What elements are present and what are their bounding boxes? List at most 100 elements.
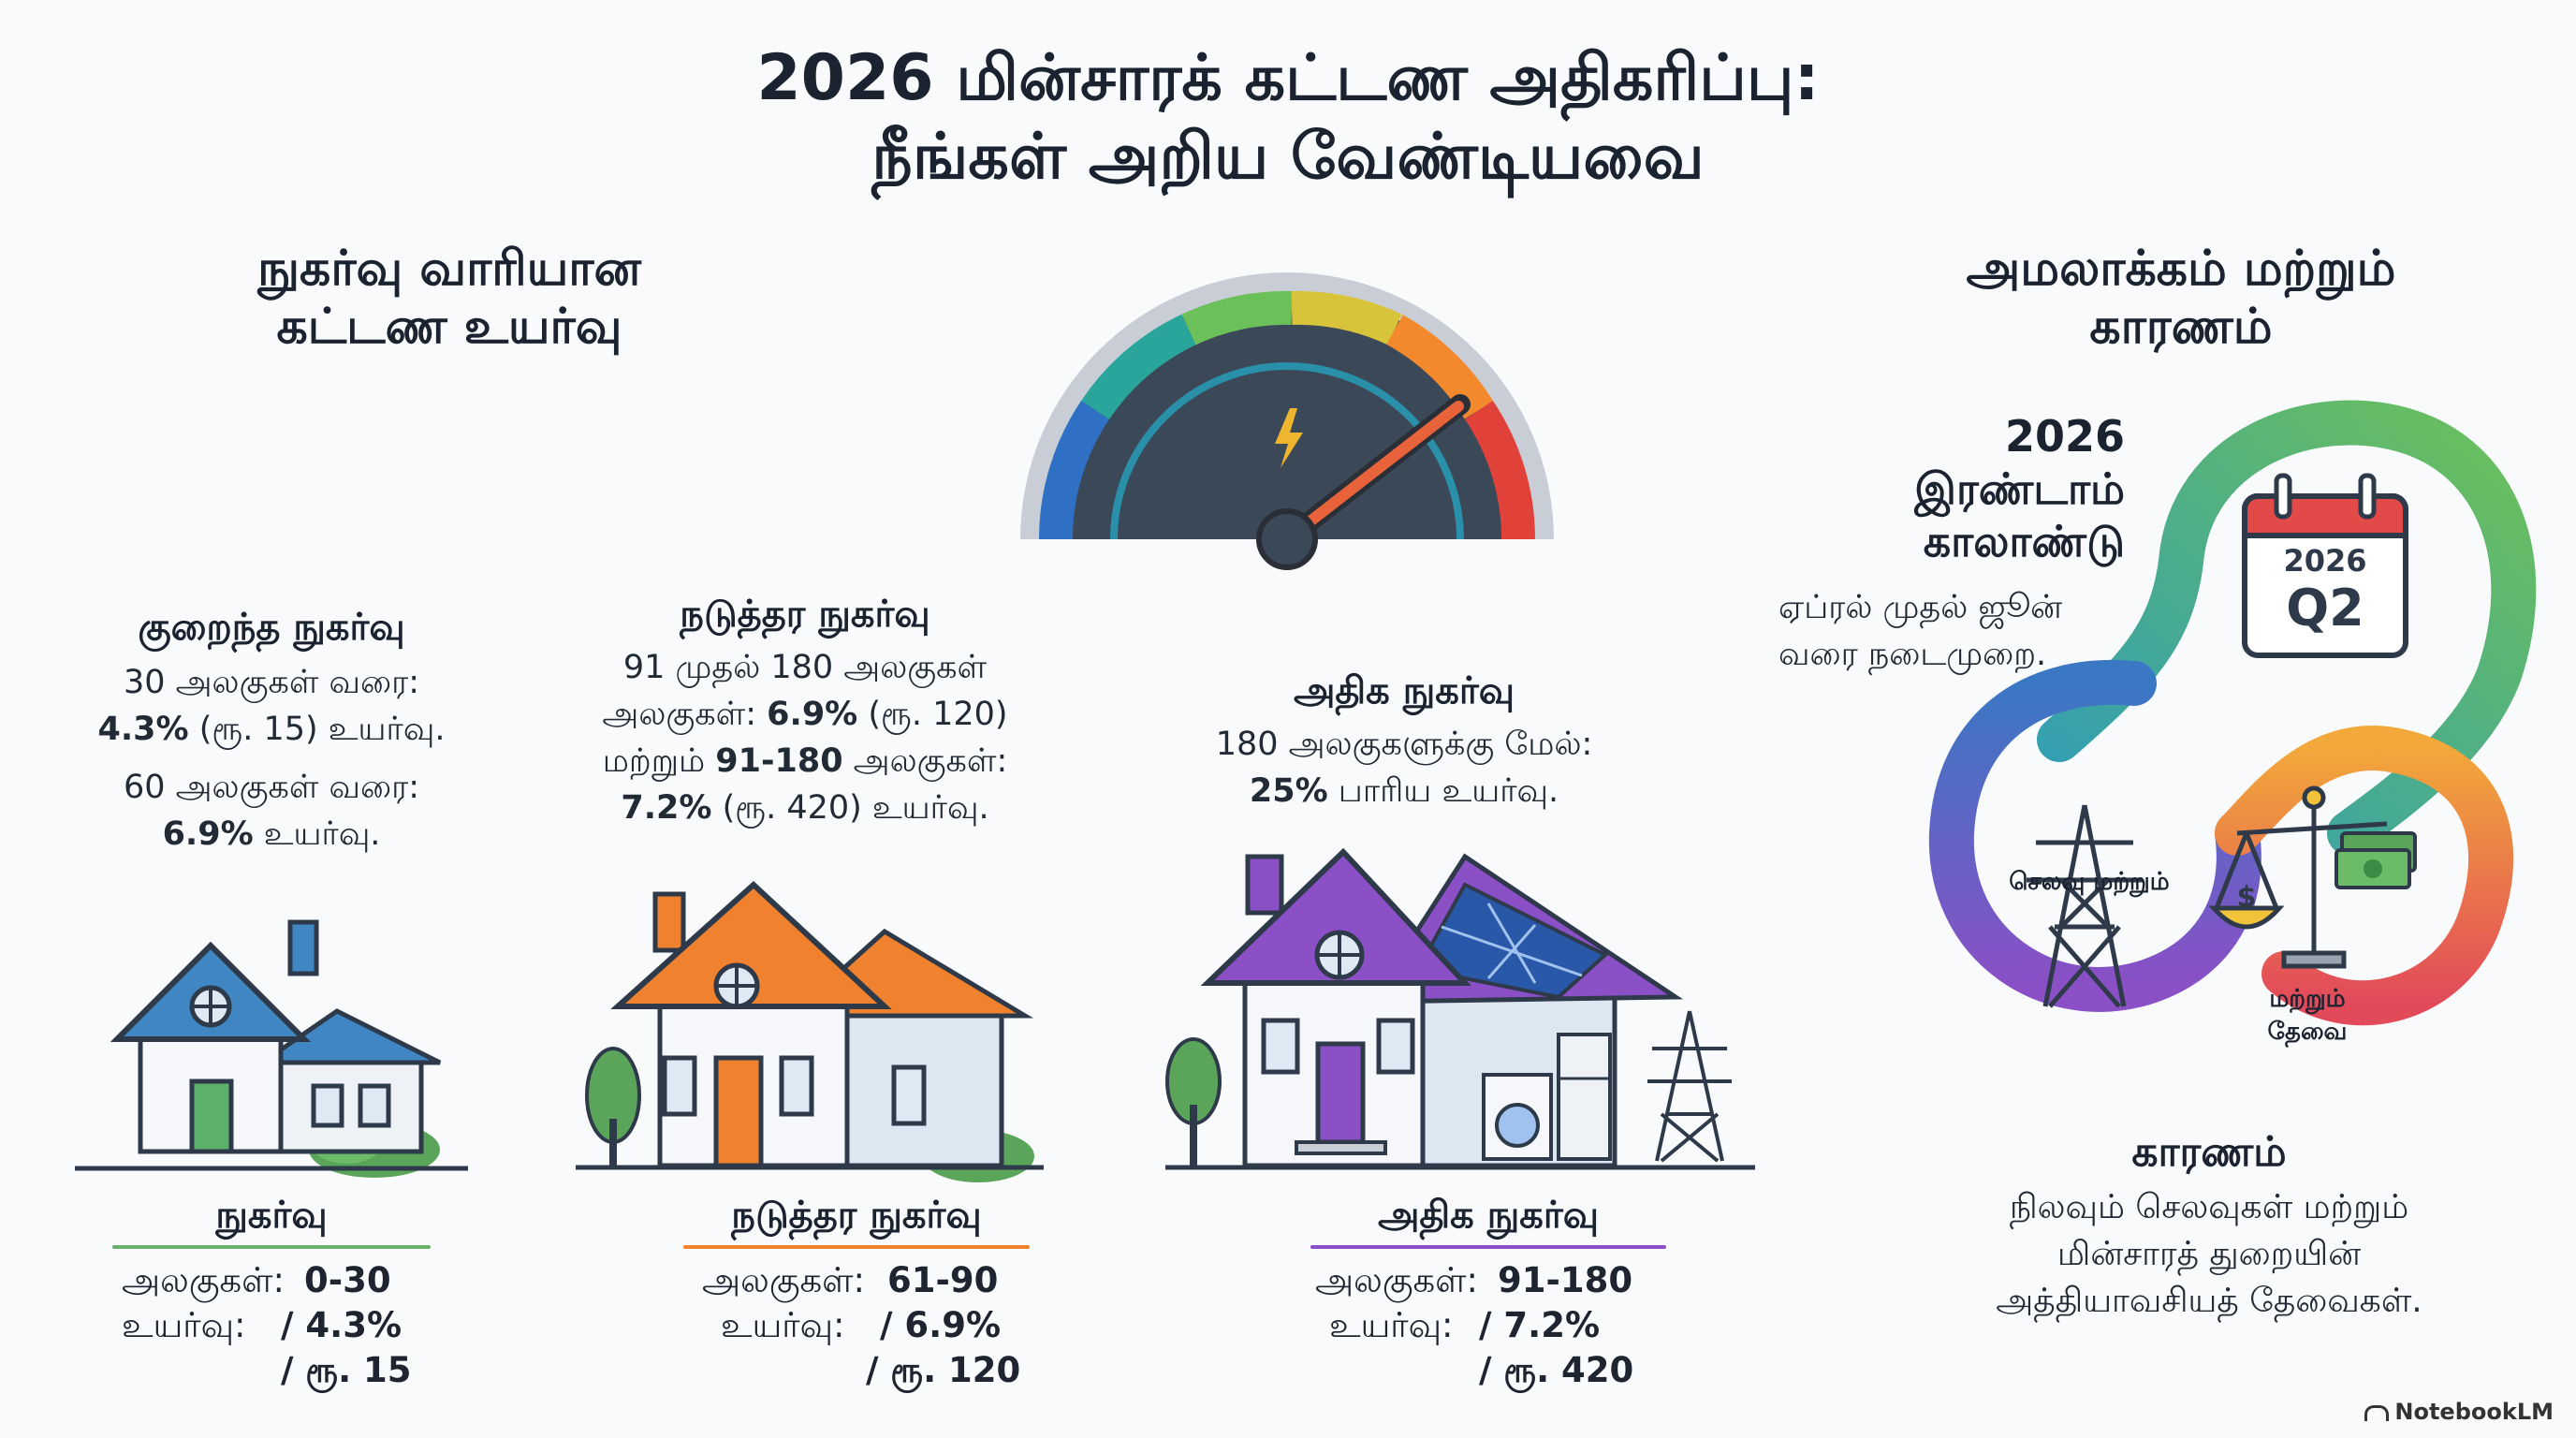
mid-line-2: அலகுகள்: 6.9% (ரூ. 120) — [552, 691, 1058, 738]
pylon-icon — [1647, 1010, 1732, 1163]
mid-consumption-card: நடுத்தர நுகர்வு அலகுகள்: 61-90 உயர்வு: /… — [683, 1191, 1030, 1393]
mid-card-title: நடுத்தர நுகர்வு — [731, 1194, 982, 1237]
mid-card-underline — [683, 1245, 1030, 1249]
money-icon — [2334, 831, 2417, 889]
timeline-desc: ஏப்ரல் முதல் ஜூன் வரை நடைமுறை. — [1778, 584, 2172, 678]
mid-consumption-info: நடுத்தர நுகர்வு 91 முதல் 180 அலகுகள் அலக… — [552, 590, 1058, 831]
rise-label: உயர்வு: — [122, 1305, 246, 1345]
calendar-year: 2026 — [2283, 543, 2366, 579]
rise-rs: / ரூ. 420 — [1479, 1350, 1634, 1390]
units-value: 91-180 — [1498, 1260, 1633, 1300]
rise-label: உயர்வு: — [721, 1305, 845, 1345]
rise-pct: / 6.9% — [880, 1305, 1002, 1345]
low-line-3: 60 அலகுகள் வரை: — [123, 769, 420, 806]
low-line-4: 6.9% உயர்வு. — [37, 811, 505, 858]
high-consumption-info: அதிக நுகர்வு 180 அலகுகளுக்கு மேல்: 25% ப… — [1151, 667, 1657, 814]
high-consumption-card: அதிக நுகர்வு அலகுகள்: 91-180 உயர்வு: / 7… — [1310, 1191, 1666, 1393]
notebooklm-label: NotebookLM — [2394, 1399, 2554, 1425]
low-card-units: அலகுகள்: 0-30 — [112, 1258, 431, 1303]
house-icon — [576, 880, 1044, 1182]
right-heading-line-1: அமலாக்கம் மற்றும் — [1966, 241, 2396, 297]
gauge-icon — [1020, 272, 1554, 570]
mid-line-1: 91 முதல் 180 அலகுகள் — [622, 649, 988, 686]
low-line-4-rest: உயர்வு. — [253, 815, 381, 853]
lightning-icon — [1275, 408, 1303, 468]
mid-line-4a: 7.2% — [621, 789, 712, 827]
high-card-rise: உயர்வு: / 7.2% — [1310, 1303, 1666, 1348]
high-line-1: 180 அலகுகளுக்கு மேல்: — [1215, 726, 1593, 763]
low-card-rs: / ரூ. 15 — [112, 1348, 431, 1393]
units-label: அலகுகள்: — [702, 1260, 866, 1300]
page-title: 2026 மின்சாரக் கட்டண அதிகரிப்பு: நீங்கள்… — [0, 39, 2576, 197]
cost-label: செலவு மற்றும் — [2009, 868, 2169, 898]
need-label-1: மற்றும் — [2269, 985, 2345, 1015]
rise-pct: / 4.3% — [281, 1305, 402, 1345]
need-label-2: தேவை — [2268, 1018, 2348, 1048]
left-heading-line-2: கட்டண உயர்வு — [276, 299, 622, 355]
house-icon — [75, 919, 468, 1178]
units-value: 61-90 — [887, 1260, 999, 1300]
notebooklm-logo-icon — [2364, 1404, 2390, 1421]
reason-line-3: அத்தியாவசியத் தேவைகள். — [1996, 1282, 2422, 1320]
units-value: 0-30 — [304, 1260, 391, 1300]
tree-icon — [1165, 1037, 1222, 1166]
timeline-year: 2026 — [2004, 411, 2125, 462]
house-icon — [1165, 847, 1755, 1170]
high-card-units: அலகுகள்: 91-180 — [1310, 1258, 1666, 1303]
rise-label: உயர்வு: — [1329, 1305, 1454, 1345]
rise-rs: / ரூ. 15 — [281, 1350, 412, 1390]
reason-line-1: நிலவும் செலவுகள் மற்றும் — [2009, 1188, 2409, 1226]
dollar-icon: $ — [2237, 881, 2257, 914]
pylon-icon — [2027, 804, 2143, 1008]
reason-title: காரணம் — [2131, 1128, 2287, 1176]
low-card-rise: உயர்வு: / 4.3% — [112, 1303, 431, 1348]
low-pct-1: 4.3% — [97, 711, 189, 748]
rise-pct: / 7.2% — [1479, 1305, 1601, 1345]
solar-panel-icon — [1414, 882, 1609, 1000]
scale-icon — [2208, 785, 2388, 969]
title-line-1: 2026 மின்சாரக் கட்டண அதிகரிப்பு: — [756, 41, 1820, 115]
timeline-desc-line-2: வரை நடைமுறை. — [1778, 636, 2047, 673]
low-consumption-card: நுகர்வு அலகுகள்: 0-30 உயர்வு: / 4.3% / ர… — [112, 1191, 431, 1393]
low-pct-2: 6.9% — [162, 815, 254, 853]
mid-line-2b: 6.9% — [767, 696, 858, 733]
high-card-rs: / ரூ. 420 — [1310, 1348, 1666, 1393]
high-line-2-rest: பாரிய உயர்வு. — [1327, 772, 1559, 810]
right-section-heading: அமலாக்கம் மற்றும் காரணம் — [1853, 240, 2509, 356]
mid-line-3a: மற்றும் — [602, 742, 716, 780]
low-line-2-rest: (ரூ. 15) உயர்வு. — [188, 711, 446, 748]
timeline-quarter-line-1: இரண்டாம் — [1914, 463, 2125, 514]
mid-line-4: 7.2% (ரூ. 420) உயர்வு. — [552, 785, 1058, 831]
reason-line-2: மின்சாரத் துறையின் — [2056, 1235, 2362, 1273]
units-label: அலகுகள்: — [122, 1260, 285, 1300]
low-line-1: 30 அலகுகள் வரை: — [123, 664, 420, 701]
calendar-quarter: Q2 — [2286, 579, 2364, 638]
mid-line-3b: 91-180 — [715, 742, 843, 780]
low-line-2: 4.3% (ரூ. 15) உயர்வு. — [37, 706, 505, 753]
left-section-heading: நுகர்வு வாரியான கட்டண உயர்வு — [168, 240, 730, 356]
high-card-underline — [1310, 1245, 1666, 1249]
timeline-info: 2026 இரண்டாம் காலாண்டு — [1760, 410, 2125, 567]
timeline-quarter-line-2: காலாண்டு — [1923, 516, 2125, 566]
high-pct: 25% — [1249, 772, 1328, 810]
tree-icon — [585, 1047, 641, 1166]
low-consumption-info: குறைந்த நுகர்வு 30 அலகுகள் வரை: 4.3% (ரூ… — [37, 603, 505, 858]
high-line-2: 25% பாரிய உயர்வு. — [1151, 768, 1657, 814]
units-label: அலகுகள்: — [1315, 1260, 1479, 1300]
title-line-2: நீங்கள் அறிய வேண்டியவை — [871, 120, 1705, 194]
left-heading-line-1: நுகர்வு வாரியான — [257, 241, 641, 297]
calendar-icon: 2026 Q2 — [2242, 473, 2408, 658]
washing-machine-icon — [1482, 1073, 1553, 1161]
mid-line-3c: அலகுகள்: — [842, 742, 1008, 780]
low-card-title: நுகர்வு — [215, 1194, 328, 1237]
mid-line-2a: அலகுகள்: — [602, 696, 768, 733]
mid-card-rs: / ரூ. 120 — [683, 1348, 1030, 1393]
mid-line-3: மற்றும் 91-180 அலகுகள்: — [552, 738, 1058, 785]
high-card-title: அதிக நுகர்வு — [1377, 1194, 1600, 1237]
rise-rs: / ரூ. 120 — [866, 1350, 1021, 1390]
mid-card-rise: உயர்வு: / 6.9% — [683, 1303, 1030, 1348]
mid-line-4b: (ரூ. 420) உயர்வு. — [711, 789, 989, 827]
reason-section: காரணம் நிலவும் செலவுகள் மற்றும் மின்சாரத… — [1910, 1128, 2509, 1325]
notebooklm-badge: NotebookLM — [2364, 1399, 2554, 1425]
mid-card-units: அலகுகள்: 61-90 — [683, 1258, 1030, 1303]
